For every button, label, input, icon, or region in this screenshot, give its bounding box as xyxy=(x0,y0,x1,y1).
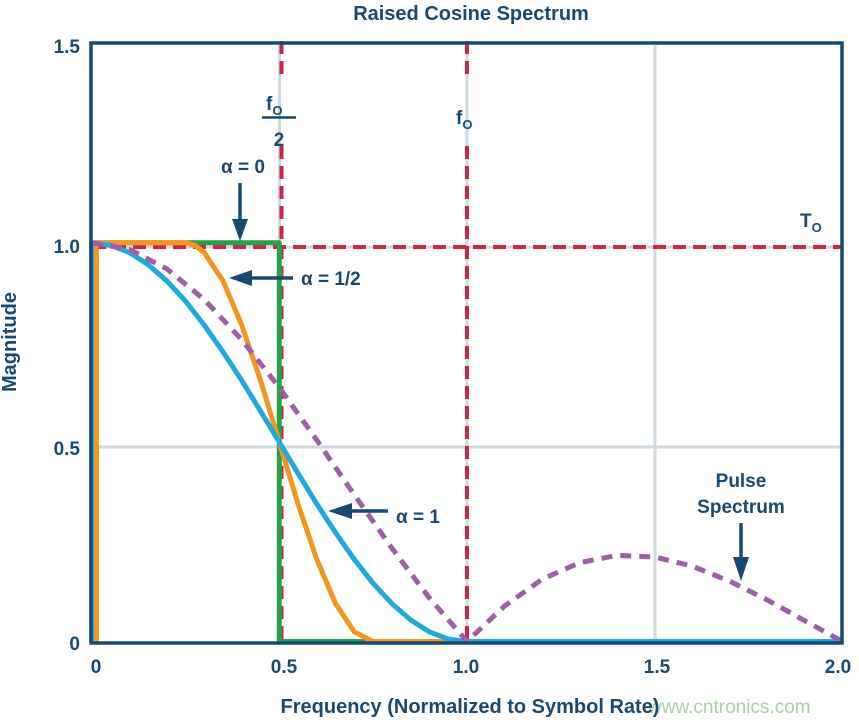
alpha0-annotation: α = 0 xyxy=(221,157,265,241)
pulse-arrow-head xyxy=(733,557,749,581)
alpha0-arrow-head xyxy=(232,219,248,241)
alpha-half-annotation: α = 1/2 xyxy=(229,269,361,290)
f0-half-denominator: 2 xyxy=(274,130,285,151)
pulse-label-line2: Spectrum xyxy=(697,497,785,518)
curve-alpha-1 xyxy=(89,240,843,644)
x-tick-2.0: 2.0 xyxy=(825,657,851,678)
plot-border xyxy=(89,41,844,645)
y-tick-1.0: 1.0 xyxy=(54,237,80,258)
y-tick-0: 0 xyxy=(69,634,80,655)
alpha0-label: α = 0 xyxy=(221,157,265,178)
alpha-half-label: α = 1/2 xyxy=(301,269,361,290)
pulse-label-line1: Pulse xyxy=(716,471,767,492)
x-tick-0: 0 xyxy=(91,657,102,678)
x-tick-0.5: 0.5 xyxy=(271,657,298,678)
alpha1-annotation: α = 1 xyxy=(328,503,440,528)
pulse-spectrum-annotation: Pulse Spectrum xyxy=(697,471,785,581)
x-tick-1.5: 1.5 xyxy=(644,657,671,678)
curve-alpha-half xyxy=(93,240,599,644)
alpha1-label: α = 1 xyxy=(396,507,440,528)
f0-label: fO xyxy=(456,108,472,132)
x-tick-1.0: 1.0 xyxy=(453,657,479,678)
chart-title: Raised Cosine Spectrum xyxy=(353,3,589,25)
alpha-half-arrow-head xyxy=(229,270,252,286)
t0-label: TO xyxy=(800,211,822,235)
y-tick-0.5: 0.5 xyxy=(54,439,81,460)
y-tick-labels: 1.5 1.0 0.5 0 xyxy=(54,37,81,655)
y-axis-title: Magnitude xyxy=(0,292,21,392)
alpha1-arrow-head xyxy=(328,503,352,519)
f0-half-numerator: fO xyxy=(266,94,282,118)
y-tick-1.5: 1.5 xyxy=(54,37,81,58)
x-tick-labels: 0 0.5 1.0 1.5 2.0 xyxy=(91,657,852,678)
f0-half-label: fO 2 xyxy=(262,94,296,151)
watermark: www.cntronics.com xyxy=(647,697,811,718)
x-axis-title: Frequency (Normalized to Symbol Rate) xyxy=(281,696,660,718)
